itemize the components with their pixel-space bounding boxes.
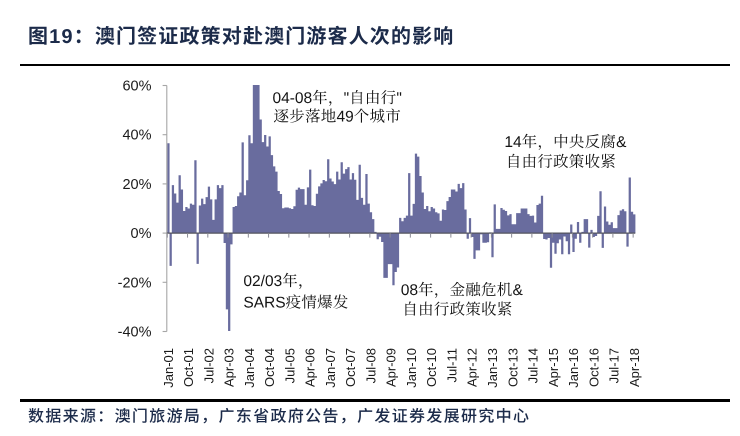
svg-text:Oct-13: Oct-13	[505, 348, 520, 387]
svg-text:Jan-07: Jan-07	[323, 348, 338, 388]
svg-text:Jan-16: Jan-16	[566, 348, 581, 388]
svg-text:Jan-13: Jan-13	[485, 348, 500, 388]
svg-text:Apr-09: Apr-09	[384, 348, 399, 387]
svg-text:-40%: -40%	[118, 325, 152, 341]
svg-text:Apr-15: Apr-15	[546, 348, 561, 387]
svg-text:Apr-18: Apr-18	[627, 348, 642, 387]
svg-text:60%: 60%	[122, 79, 151, 95]
svg-text:-20%: -20%	[118, 275, 152, 291]
svg-text:Apr-03: Apr-03	[222, 348, 237, 387]
svg-text:Apr-06: Apr-06	[303, 348, 318, 387]
svg-text:Jul-02: Jul-02	[201, 348, 216, 383]
svg-text:Jul-17: Jul-17	[607, 348, 622, 383]
svg-text:Jul-14: Jul-14	[526, 348, 541, 383]
svg-text:20%: 20%	[122, 177, 151, 193]
svg-text:Oct-04: Oct-04	[262, 348, 277, 387]
svg-text:Jan-01: Jan-01	[161, 348, 176, 388]
svg-text:Oct-10: Oct-10	[424, 348, 439, 387]
svg-text:Jul-08: Jul-08	[363, 348, 378, 383]
svg-text:40%: 40%	[122, 128, 151, 144]
svg-text:0%: 0%	[131, 226, 152, 242]
svg-text:Oct-16: Oct-16	[586, 348, 601, 387]
svg-text:Apr-12: Apr-12	[465, 348, 480, 387]
svg-text:Jul-11: Jul-11	[444, 348, 459, 382]
svg-text:Jan-10: Jan-10	[404, 348, 419, 388]
svg-text:Oct-07: Oct-07	[343, 348, 358, 387]
svg-text:Jan-04: Jan-04	[242, 348, 257, 388]
svg-text:Oct-01: Oct-01	[181, 348, 196, 387]
svg-text:Jul-05: Jul-05	[282, 348, 297, 383]
